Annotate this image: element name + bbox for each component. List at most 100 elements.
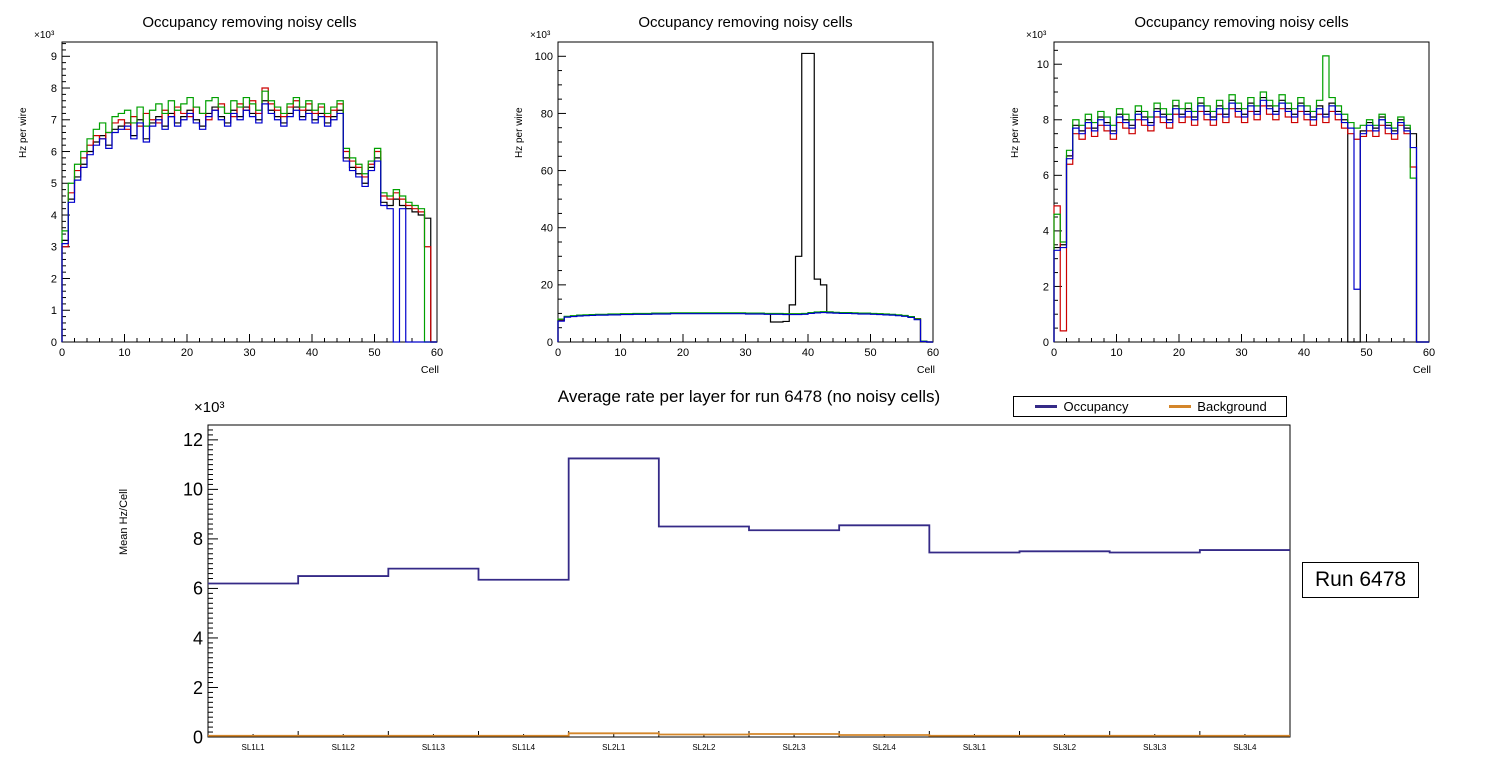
- svg-text:10: 10: [1110, 347, 1122, 359]
- svg-text:50: 50: [864, 347, 876, 359]
- series-layer-green: [61, 90, 437, 343]
- svg-text:SL3L4: SL3L4: [1233, 743, 1257, 752]
- svg-text:2: 2: [51, 273, 57, 285]
- svg-text:6: 6: [193, 579, 203, 599]
- svg-text:80: 80: [541, 108, 553, 120]
- axes: 0 2 4 6 8 10 12 SL1L1 SL1L2 SL1L3 SL1L4 SL2L1 SL2L2 S…: [183, 424, 1291, 752]
- series-layer-red: [1053, 105, 1429, 343]
- chart-title: Occupancy removing noisy cells: [142, 14, 357, 31]
- series-lines: [208, 457, 1290, 737]
- series-lines: [557, 52, 933, 343]
- svg-text:20: 20: [181, 347, 193, 359]
- y-axis-exponent: ×10³: [34, 30, 55, 41]
- svg-text:10: 10: [614, 347, 626, 359]
- svg-text:0: 0: [51, 337, 57, 349]
- svg-text:20: 20: [1173, 347, 1185, 359]
- svg-text:12: 12: [183, 430, 203, 450]
- legend-item-background: Background: [1150, 399, 1286, 414]
- svg-text:0: 0: [547, 337, 553, 349]
- series-lines: [61, 87, 437, 343]
- svg-text:8: 8: [51, 83, 57, 95]
- svg-text:SL2L1: SL2L1: [602, 743, 626, 752]
- svg-text:1: 1: [51, 305, 57, 317]
- svg-text:40: 40: [802, 347, 814, 359]
- background-line-swatch: [1169, 405, 1192, 408]
- svg-text:0: 0: [193, 727, 203, 747]
- svg-text:SL1L3: SL1L3: [422, 743, 446, 752]
- svg-text:30: 30: [739, 347, 751, 359]
- svg-text:7: 7: [51, 115, 57, 127]
- svg-text:0: 0: [555, 347, 561, 359]
- series-Occupancy: [208, 457, 1290, 585]
- run-label-box: Run 6478: [1302, 562, 1420, 598]
- plot-area: 0 1 2 3 4 5 6 7 8 9 0 10 20 30 40 50 60: [51, 41, 443, 359]
- x-axis-label: Cell: [420, 364, 439, 376]
- svg-text:0: 0: [1051, 347, 1057, 359]
- axes: 0 20 40 60 80 100 0 10 20 30 40 50 60: [535, 41, 939, 359]
- svg-text:SL2L3: SL2L3: [783, 743, 807, 752]
- series-layer-blue: [61, 103, 437, 343]
- chart-title: Average rate per layer for run 6478 (no …: [557, 387, 941, 406]
- average-rate-chart: Average rate per layer for run 6478 (no …: [100, 385, 1300, 768]
- svg-text:SL1L2: SL1L2: [332, 743, 356, 752]
- series-layer-blue: [557, 311, 933, 343]
- x-axis-label: Cell: [916, 364, 935, 376]
- svg-text:2: 2: [1043, 281, 1049, 293]
- occupancy-chart-3: Occupancy removing noisy cells ×10³ Hz p…: [1000, 8, 1445, 382]
- svg-text:SL1L4: SL1L4: [512, 743, 536, 752]
- svg-text:6: 6: [1043, 170, 1049, 182]
- plot-area: 0 2 4 6 8 10 0 10 20 30 40 50 60: [1037, 41, 1435, 359]
- series-layer-black: [557, 52, 933, 343]
- svg-text:50: 50: [368, 347, 380, 359]
- svg-text:40: 40: [306, 347, 318, 359]
- svg-text:5: 5: [51, 178, 57, 190]
- y-axis-exponent: ×10³: [530, 30, 551, 41]
- svg-text:10: 10: [118, 347, 130, 359]
- svg-text:4: 4: [1043, 226, 1049, 238]
- svg-text:SL2L2: SL2L2: [692, 743, 716, 752]
- svg-text:4: 4: [193, 628, 203, 648]
- chart-title: Occupancy removing noisy cells: [1134, 14, 1349, 31]
- svg-text:2: 2: [193, 678, 203, 698]
- occupancy-line-swatch: [1035, 405, 1058, 408]
- svg-text:20: 20: [677, 347, 689, 359]
- legend: Occupancy Background: [1013, 396, 1287, 417]
- series-Background: [208, 732, 1290, 737]
- svg-text:8: 8: [1043, 115, 1049, 127]
- series-lines: [1053, 55, 1429, 343]
- svg-text:3: 3: [51, 242, 57, 254]
- plot-area: 0 20 40 60 80 100 0 10 20 30 40 50 60: [535, 41, 939, 359]
- series-layer-green: [1053, 55, 1429, 343]
- svg-text:100: 100: [535, 51, 553, 63]
- svg-text:60: 60: [1423, 347, 1435, 359]
- series-layer-black: [61, 100, 437, 343]
- x-axis-label: Cell: [1412, 364, 1431, 376]
- y-axis-exponent: ×10³: [194, 399, 225, 416]
- axes: 0 2 4 6 8 10 0 10 20 30 40 50 60: [1037, 41, 1435, 359]
- svg-text:0: 0: [1043, 337, 1049, 349]
- svg-text:4: 4: [51, 210, 57, 222]
- axes: 0 1 2 3 4 5 6 7 8 9 0 10 20 30 40 50 60: [51, 41, 443, 359]
- svg-text:50: 50: [1360, 347, 1372, 359]
- legend-item-occupancy: Occupancy: [1014, 399, 1150, 414]
- legend-label-background: Background: [1197, 399, 1267, 414]
- legend-label-occupancy: Occupancy: [1063, 399, 1129, 414]
- plot-area: 0 2 4 6 8 10 12 SL1L1 SL1L2 SL1L3 SL1L4 SL2L1 SL2L2 S…: [183, 424, 1291, 752]
- svg-text:8: 8: [193, 529, 203, 549]
- svg-text:0: 0: [59, 347, 65, 359]
- occupancy-chart-1: Occupancy removing noisy cells ×10³ Hz p…: [8, 8, 453, 382]
- svg-text:30: 30: [243, 347, 255, 359]
- svg-text:10: 10: [1037, 59, 1049, 71]
- svg-text:SL1L1: SL1L1: [242, 743, 266, 752]
- series-layer-blue: [1053, 99, 1429, 343]
- svg-text:30: 30: [1235, 347, 1247, 359]
- svg-text:SL3L2: SL3L2: [1053, 743, 1077, 752]
- y-axis-exponent: ×10³: [1026, 30, 1047, 41]
- svg-text:SL2L4: SL2L4: [873, 743, 897, 752]
- svg-text:20: 20: [541, 280, 553, 292]
- svg-text:40: 40: [541, 223, 553, 235]
- svg-text:SL3L1: SL3L1: [963, 743, 987, 752]
- svg-text:SL3L3: SL3L3: [1143, 743, 1167, 752]
- svg-text:10: 10: [183, 480, 203, 500]
